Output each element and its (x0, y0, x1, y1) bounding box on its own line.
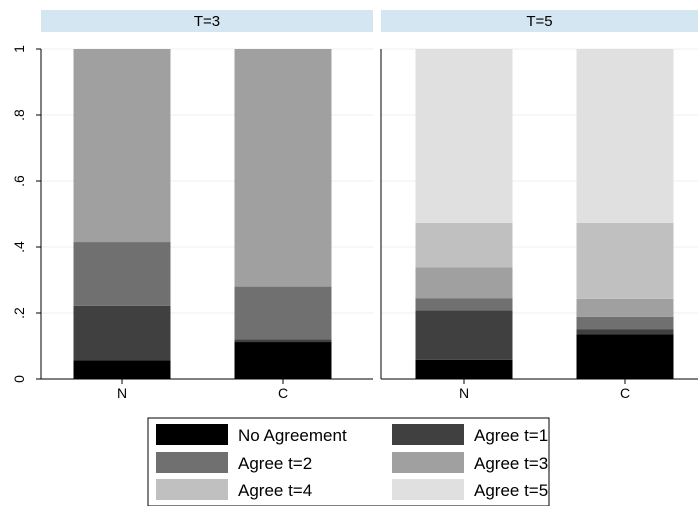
bar-T=3-N-agree-t-3 (73, 49, 171, 243)
y-tick-label: 1 (11, 45, 27, 53)
bar-T=5-N-no-agreement (415, 359, 513, 379)
legend-label-1: Agree t=1 (474, 426, 548, 445)
bar-T=5-C-agree-t-2 (576, 316, 674, 330)
bar-T=5-C-no-agreement (576, 334, 674, 379)
bar-T=3-N-agree-t-1 (73, 305, 171, 361)
x-tick-label: N (459, 385, 469, 401)
panel-title-1: T=5 (526, 13, 552, 30)
bar-T=5-C-agree-t-5 (576, 49, 674, 223)
bar-T=5-C-agree-t-1 (576, 329, 674, 335)
panel-header-1 (381, 10, 698, 32)
bar-T=5-C-agree-t-4 (576, 222, 674, 299)
bar-T=3-N-agree-t-2 (73, 242, 171, 306)
x-tick-label: C (620, 385, 630, 401)
x-tick-label: N (117, 385, 127, 401)
legend-swatch-3 (392, 452, 464, 473)
panel-header-0 (41, 10, 373, 32)
bar-T=3-C-agree-t-1 (234, 339, 332, 343)
bar-T=5-N-agree-t-2 (415, 298, 513, 311)
legend-swatch-0 (156, 424, 228, 445)
bar-T=5-N-agree-t-5 (415, 49, 513, 223)
bar-T=3-C-no-agreement (234, 342, 332, 379)
bar-T=3-C-agree-t-2 (234, 286, 332, 340)
legend-label-2: Agree t=2 (238, 454, 312, 473)
y-tick-label: 0 (11, 375, 27, 383)
legend-swatch-1 (392, 424, 464, 445)
y-tick-label: .6 (11, 175, 27, 187)
bar-T=3-C-agree-t-3 (234, 49, 332, 287)
y-tick-label: .2 (11, 307, 27, 319)
bar-T=5-N-agree-t-1 (415, 310, 513, 360)
bar-T=5-C-agree-t-3 (576, 298, 674, 317)
legend-label-5: Agree t=5 (474, 481, 548, 500)
legend-swatch-4 (156, 479, 228, 500)
legend-label-0: No Agreement (238, 426, 347, 445)
bar-T=3-N-no-agreement (73, 360, 171, 379)
legend-swatch-2 (156, 452, 228, 473)
bar-T=5-N-agree-t-4 (415, 222, 513, 268)
y-tick-label: .4 (11, 241, 27, 253)
legend-swatch-5 (392, 479, 464, 500)
bar-T=5-N-agree-t-3 (415, 267, 513, 299)
legend-label-3: Agree t=3 (474, 454, 548, 473)
panel-title-0: T=3 (194, 13, 220, 30)
y-tick-label: .8 (11, 109, 27, 121)
x-tick-label: C (278, 385, 288, 401)
legend-label-4: Agree t=4 (238, 481, 312, 500)
